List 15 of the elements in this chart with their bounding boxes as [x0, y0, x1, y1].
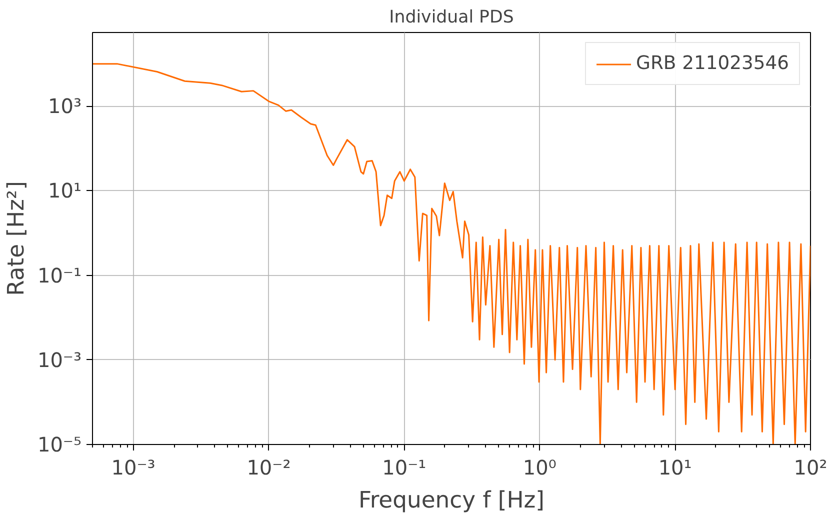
y-tick-label: 10³ [48, 94, 82, 118]
y-axis-title: Rate [Hz²] [3, 181, 30, 296]
x-tick-label: 10⁻³ [111, 456, 156, 480]
x-axis-title: Frequency f [Hz] [358, 488, 545, 514]
x-tick-label: 10¹ [658, 456, 692, 480]
y-tick-label: 10¹ [48, 178, 82, 203]
x-tick-label: 10⁻¹ [382, 456, 426, 480]
y-tick-label: 10⁻⁵ [37, 432, 82, 456]
y-tick-label: 10⁻³ [37, 348, 82, 372]
x-tick-label: 10² [794, 456, 828, 480]
legend-label: GRB 211023546 [636, 53, 789, 74]
x-tick-label: 10⁰ [522, 456, 556, 480]
x-tick-label: 10⁻² [246, 456, 291, 480]
y-tick-label: 10⁻¹ [37, 263, 82, 288]
chart-title: Individual PDS [389, 8, 514, 28]
